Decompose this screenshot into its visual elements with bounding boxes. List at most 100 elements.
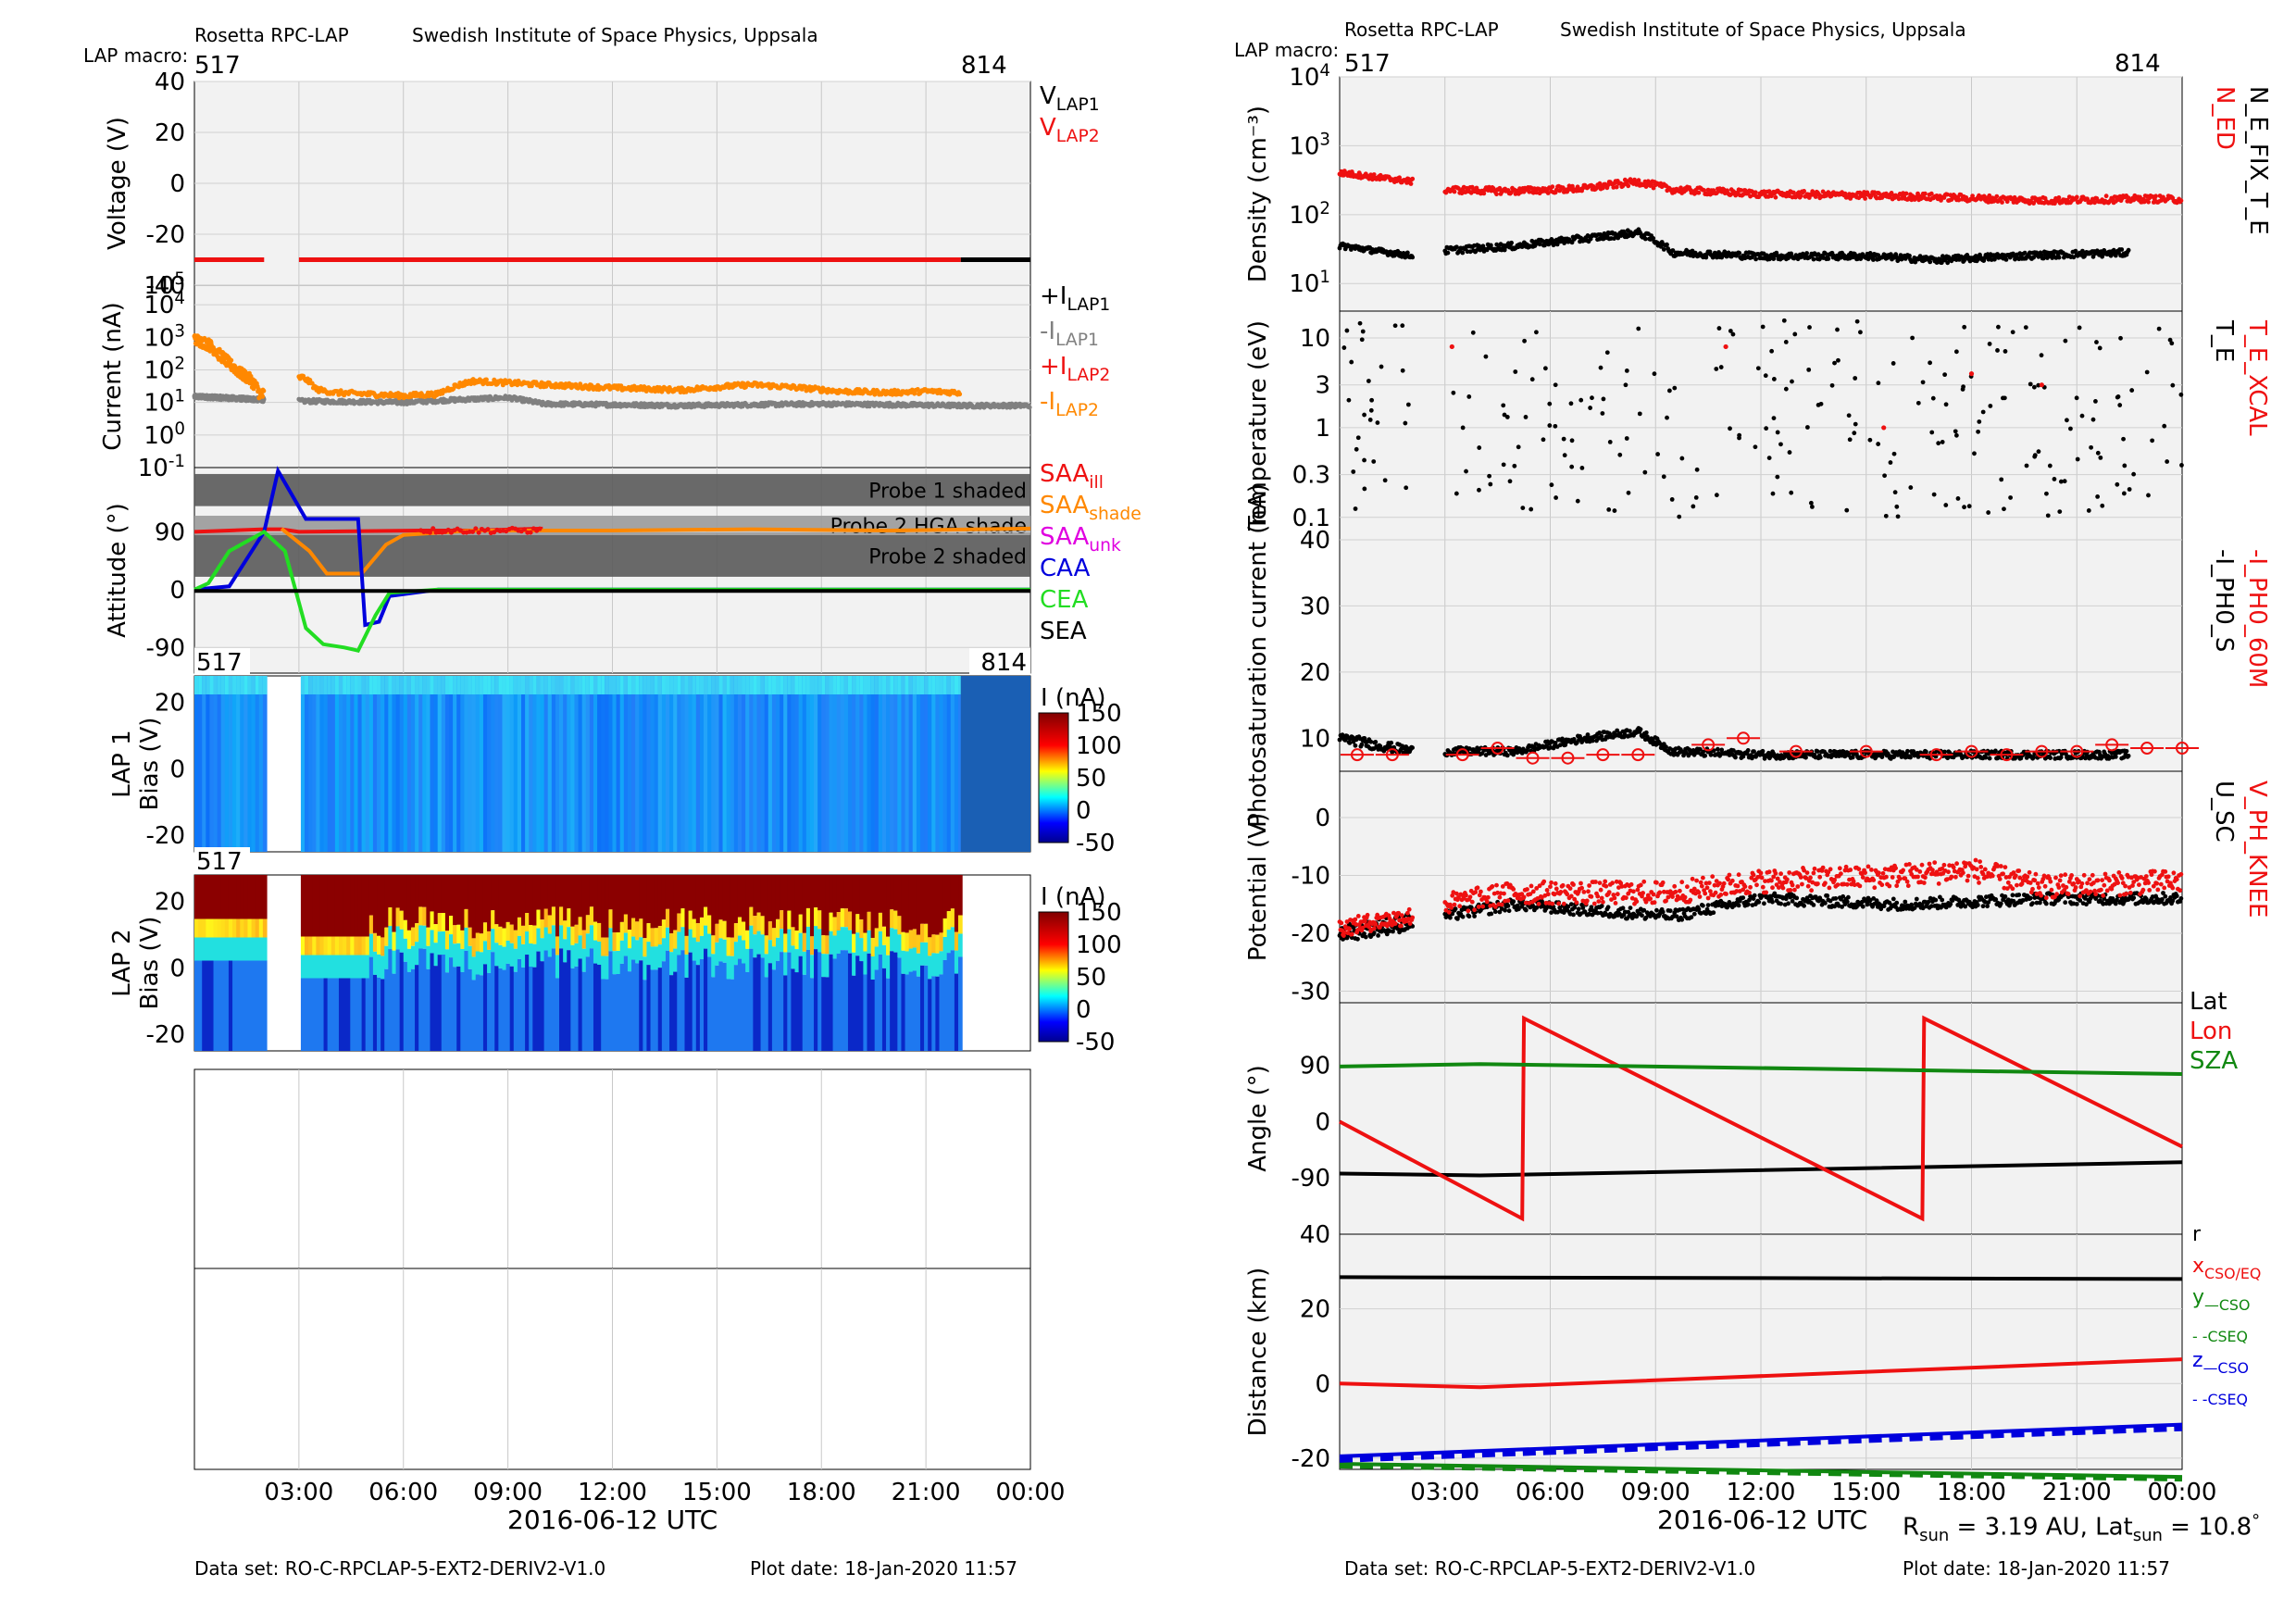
lap1-cell <box>730 676 735 852</box>
lap2-cell <box>555 978 560 1051</box>
lap1-cell <box>444 676 450 694</box>
lap2-cell <box>924 875 929 924</box>
lap2-cell <box>767 875 773 922</box>
lap2-cell <box>665 950 670 1051</box>
density-ylabel: Density (cm⁻³) <box>1244 106 1272 282</box>
lap1-cell <box>509 676 515 694</box>
lap2-cell <box>331 955 336 979</box>
lap1-cell <box>726 676 731 852</box>
lap2-cell <box>574 943 580 967</box>
lap2-cell <box>605 979 609 1051</box>
lap2-cell <box>939 974 944 1051</box>
lap1-cell <box>350 676 355 694</box>
lap2-cell <box>867 953 872 1051</box>
lap2-cell <box>695 923 701 943</box>
lap1-cell <box>809 676 815 852</box>
lap2-cell <box>730 956 735 980</box>
lap2-cell <box>753 875 758 917</box>
series-N_E_FIX_T_E <box>2126 247 2131 253</box>
lap2-cell <box>487 931 492 950</box>
lap1-cell <box>255 676 260 852</box>
lap2-cell <box>578 917 583 936</box>
lap2-cell <box>346 936 351 956</box>
left-xtick: 15:00 <box>682 1479 752 1506</box>
lap1-cell <box>563 676 568 694</box>
lap1-cell <box>482 676 488 694</box>
lap2-cell <box>475 875 480 933</box>
lap1-cell <box>780 676 784 852</box>
lap2-cell <box>756 875 762 913</box>
left-dataset: Data set: RO-C-RPCLAP-5-EXT2-DERIV2-V1.0 <box>194 1557 606 1580</box>
lap2-cell <box>399 929 405 953</box>
lap1-cell <box>502 676 507 694</box>
lap1-cell <box>901 676 906 694</box>
lap2-cell <box>213 875 218 919</box>
lap1-cell <box>950 676 955 694</box>
lap2-cell <box>323 875 329 937</box>
lap1-cell <box>809 676 815 694</box>
lap2-cell <box>787 929 792 953</box>
right-title: Rosetta RPC-LAP <box>1344 19 1499 41</box>
lap1-cell <box>368 676 374 694</box>
attitude-band-label: Probe 1 shaded <box>868 480 1027 503</box>
lap2-cell <box>224 918 230 938</box>
lap2-cell <box>258 960 264 1051</box>
lap2-cell <box>783 933 788 953</box>
lap2-cell <box>543 875 549 909</box>
lap2-cell <box>699 958 705 1051</box>
lap1-cell <box>623 676 629 694</box>
lap1-cell <box>627 676 632 852</box>
lap2-cell <box>498 926 504 945</box>
lap2-cell <box>513 875 518 931</box>
lap1-cell <box>532 676 538 852</box>
lap2-cell <box>767 963 773 1051</box>
lap2-cell <box>217 918 222 938</box>
lap1-cell <box>547 676 553 852</box>
lap2-cell <box>608 928 614 952</box>
lap2-cell <box>843 875 849 909</box>
lap2-cell <box>388 926 393 950</box>
lap2-cell <box>513 971 518 1051</box>
lap1-cell <box>494 676 499 852</box>
lap2-cell <box>643 980 648 1051</box>
lap2-cell <box>262 937 268 961</box>
lap2-cell <box>258 875 264 919</box>
lap1-cell <box>749 676 754 694</box>
lap2-cell <box>863 951 868 975</box>
lap2-cell <box>825 935 830 955</box>
lap2-cell <box>209 960 215 1051</box>
lap1-cell <box>711 676 716 694</box>
lap2-cell <box>194 875 199 919</box>
lap2-cell <box>669 933 674 953</box>
lap1-cell <box>213 676 218 694</box>
lap2-cell <box>809 978 815 1051</box>
lap1-cell <box>567 676 571 694</box>
lap2-cell <box>581 875 587 931</box>
lap2-cell <box>859 938 864 962</box>
lap2-cell <box>886 978 891 1051</box>
lap1-ytick: -20 <box>146 822 185 850</box>
lap2-cell <box>327 875 332 937</box>
lap1-cell <box>517 676 522 694</box>
lap1-cell <box>650 676 655 694</box>
lap2-cell <box>381 875 385 938</box>
left-plot-date: Plot date: 18-Jan-2020 11:57 <box>750 1557 1017 1580</box>
lap1-cell <box>771 676 777 852</box>
lap2-cell <box>939 875 944 933</box>
lap2-cell <box>787 875 792 911</box>
lap2-cell <box>707 956 712 1051</box>
series-N_E_FIX_T_E <box>1405 250 1410 256</box>
lap2-cell <box>319 955 325 979</box>
lap2-cell <box>388 949 393 1051</box>
lap2-cell <box>661 875 667 920</box>
series-T_E <box>1642 469 1648 475</box>
lap2-cell <box>901 931 906 951</box>
lap2-cell <box>334 955 340 979</box>
series-N_E_FIX_T_E <box>1823 251 1828 256</box>
lap1-cell <box>418 676 423 852</box>
attitude-ylabel: Attitude (°) <box>104 503 131 638</box>
series-N_ED <box>1994 194 2000 199</box>
series-T_E <box>2095 494 2101 499</box>
lap1-cell <box>312 676 317 852</box>
lap2-cell <box>924 923 929 943</box>
